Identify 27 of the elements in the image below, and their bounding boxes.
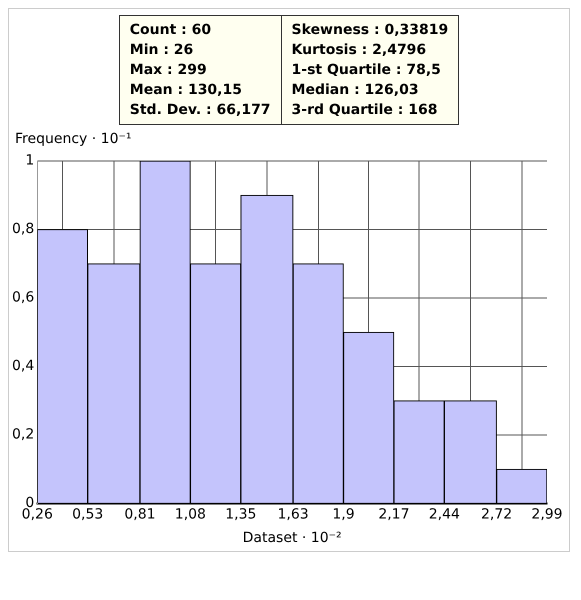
x-tick-label: 2,17 xyxy=(378,506,410,522)
text: Kurtosis : 2,4796 xyxy=(292,41,428,60)
x-tick-label: 1,9 xyxy=(332,506,355,522)
text: Skewness : 0,33819 xyxy=(292,21,448,40)
x-tick-label: 2,72 xyxy=(481,506,512,522)
x-tick-label: 0,81 xyxy=(124,506,156,522)
text: Count : 60 xyxy=(130,21,212,40)
x-axis-title: Dataset · 10⁻² xyxy=(242,530,342,546)
text: Mean : 130,15 xyxy=(130,81,243,100)
y-axis-title: Frequency · 10⁻¹ xyxy=(15,131,132,147)
text: Max : 299 xyxy=(130,61,208,80)
y-tick-label: 0,6 xyxy=(12,290,34,306)
x-tick-label: 1,63 xyxy=(277,506,309,522)
y-tick-label: 0,8 xyxy=(12,221,34,238)
x-tick-label: 0,53 xyxy=(72,506,104,522)
x-tick-label: 1,35 xyxy=(225,506,256,522)
text: Median : 126,03 xyxy=(292,81,420,100)
text: Std. Dev. : 66,177 xyxy=(130,101,271,120)
x-tick-label: 2,44 xyxy=(428,506,460,522)
text: 1-st Quartile : 78,5 xyxy=(292,61,442,80)
y-tick-label: 1 xyxy=(25,152,34,169)
x-tick-label: 2,99 xyxy=(531,506,563,522)
y-tick-label: 0,4 xyxy=(12,358,34,374)
text: Min : 26 xyxy=(130,41,194,60)
text: 3-rd Quartile : 168 xyxy=(292,101,438,120)
y-tick-label: 0,2 xyxy=(12,426,34,443)
x-tick-label: 1,08 xyxy=(174,506,206,522)
